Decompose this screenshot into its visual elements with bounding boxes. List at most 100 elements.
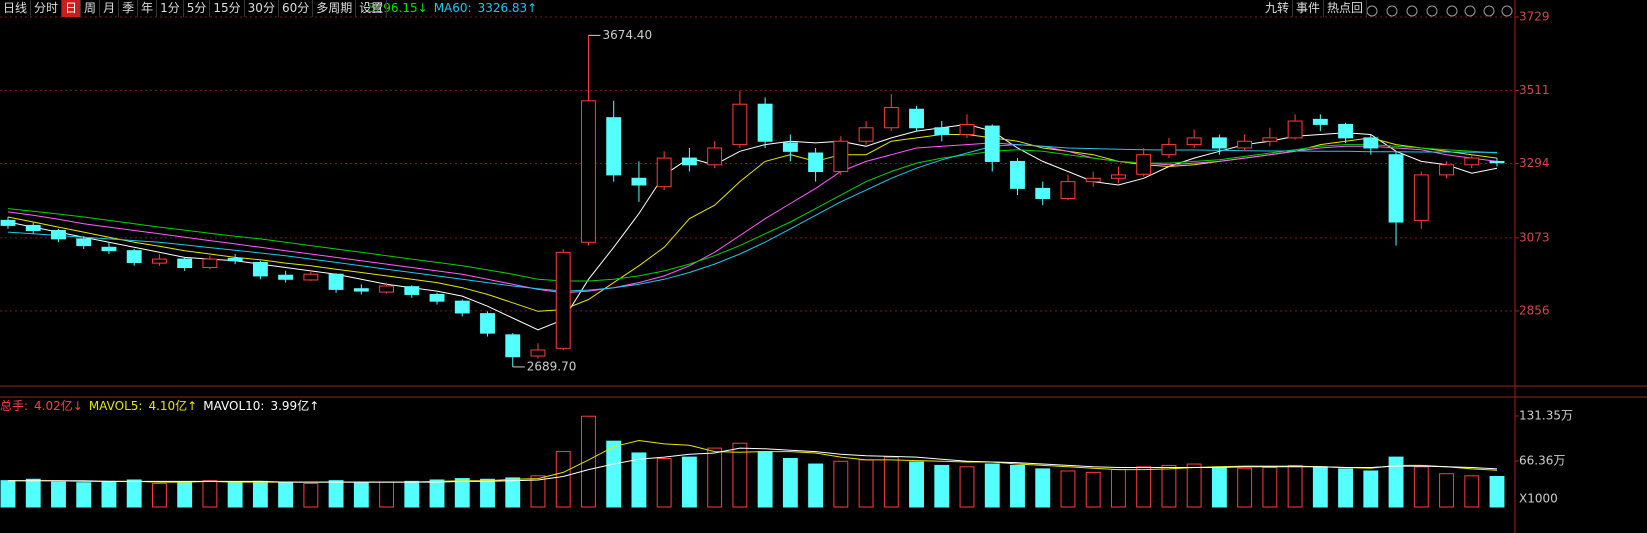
candle-body (227, 257, 243, 262)
legend-value: 3.99亿↑ (270, 398, 319, 413)
legend-name: MAVOL5: (89, 399, 143, 413)
volume-bar (25, 478, 41, 508)
candle-body (581, 100, 596, 243)
ma-line (7, 144, 1498, 282)
toolbar-button[interactable]: 5分 (184, 0, 211, 17)
candle-body (555, 251, 571, 349)
candle-body (278, 274, 294, 280)
candle-body (1035, 187, 1051, 199)
volume-bar (631, 452, 647, 508)
toolbar-button[interactable]: 60分 (279, 0, 314, 17)
volume-bar (1085, 471, 1101, 508)
candle-body (808, 152, 824, 173)
candle-body (429, 293, 445, 302)
volume-bar (808, 463, 824, 508)
toolbar-button[interactable]: 多周期 (313, 0, 357, 17)
volume-bar (959, 466, 975, 508)
toolbar-button[interactable]: 九转 (1262, 0, 1294, 17)
candle-body (1085, 177, 1101, 183)
candle-body (0, 219, 16, 226)
volume-bar (429, 479, 445, 508)
volume-bar (1413, 466, 1429, 508)
volume-bar (1439, 473, 1454, 508)
y-tick-label: 3073 (1519, 230, 1550, 244)
volume-bar (656, 457, 672, 508)
candle-body (1388, 154, 1404, 223)
y-tick-label: 3511 (1519, 83, 1550, 97)
annotation: 3674.40 (602, 28, 652, 42)
ma-line (7, 142, 1498, 294)
volume-bar (101, 480, 117, 508)
ma-line (7, 134, 1498, 312)
candle-body (1312, 118, 1328, 125)
legend-name: MA60: (434, 1, 472, 15)
toolbar-button[interactable]: 设置 (356, 0, 388, 17)
toolbar-button[interactable]: 年 (138, 0, 158, 17)
volume-bar (252, 480, 268, 508)
toolbar-button[interactable]: 30分 (245, 0, 279, 17)
volume-bar (833, 460, 849, 508)
candle-body (959, 123, 975, 136)
legend-value: 4.02亿↓ (34, 398, 83, 413)
toolbar-button[interactable]: 月 (100, 0, 120, 17)
last-price: 3296.15↓ (368, 1, 428, 15)
candle-body (1161, 144, 1177, 156)
legend-value: 3326.83↑ (478, 1, 538, 15)
candle-body (732, 103, 748, 146)
volume-bar (934, 464, 950, 508)
candle-body (1211, 137, 1227, 149)
candle-body (303, 273, 319, 281)
toolbar-button[interactable]: 周 (81, 0, 101, 17)
volume-bar (858, 459, 874, 508)
volume-bar (1211, 466, 1227, 508)
candle-body (1060, 181, 1076, 199)
volume-bar (480, 478, 495, 508)
volume-bar (1464, 475, 1480, 508)
candle-body (1464, 157, 1480, 166)
legend-name: 总手: (0, 399, 28, 413)
candle-body (656, 157, 672, 188)
volume-bar (909, 461, 924, 508)
candle-body (530, 349, 546, 357)
toolbar-button[interactable]: 季 (119, 0, 139, 17)
volume-bar (1136, 466, 1152, 508)
candle-body (1287, 120, 1303, 139)
volume-bar (732, 442, 748, 508)
toolbar-button[interactable]: 1分 (157, 0, 184, 17)
toolbar-button[interactable]: 日 (62, 0, 82, 17)
candle-body (1010, 160, 1025, 189)
toolbar-button[interactable]: 日线 (0, 0, 32, 17)
volume-bar (1035, 468, 1051, 508)
ma-line (7, 144, 1498, 292)
toolbar-button[interactable]: 分时 (31, 0, 63, 17)
period-toolbar: 日线 分时日周月季年 1分 5分 15分 30分 60分 多周期 设置 (0, 0, 388, 17)
volume-bar (177, 481, 193, 508)
candle-body (252, 261, 268, 277)
candle-body (1237, 140, 1253, 149)
toolbar-button[interactable]: 事件 (1293, 0, 1325, 17)
toolbar-button[interactable]: 热点回 (1324, 0, 1368, 17)
ma-line (8, 439, 1498, 483)
candle-body (379, 285, 394, 293)
volume-bar (0, 480, 16, 508)
volume-bar (1186, 463, 1202, 508)
volume-bar (581, 415, 596, 508)
volume-bar (202, 480, 218, 508)
toolbar-button[interactable]: 15分 (210, 0, 245, 17)
legend-value: 4.10亿↑ (148, 398, 197, 413)
legend: 总手: 4.02亿↓ MAVOL5: 4.10亿↑ MAVOL10: 3.99亿↑ (0, 398, 319, 413)
candle-body (1262, 137, 1278, 142)
volume-bar (1287, 464, 1303, 508)
candle-body (505, 334, 521, 358)
y-tick-label: 3729 (1519, 10, 1550, 24)
candle-body (1363, 137, 1379, 149)
candle-body (202, 258, 218, 268)
candle-body (480, 313, 495, 334)
unit-label: X1000 (1519, 492, 1558, 506)
tool-toolbar: 九转 事件 热点回 (1262, 0, 1368, 17)
candle-body (1413, 174, 1429, 221)
y-tick-label: 2856 (1519, 303, 1550, 317)
candle-body (328, 273, 344, 290)
